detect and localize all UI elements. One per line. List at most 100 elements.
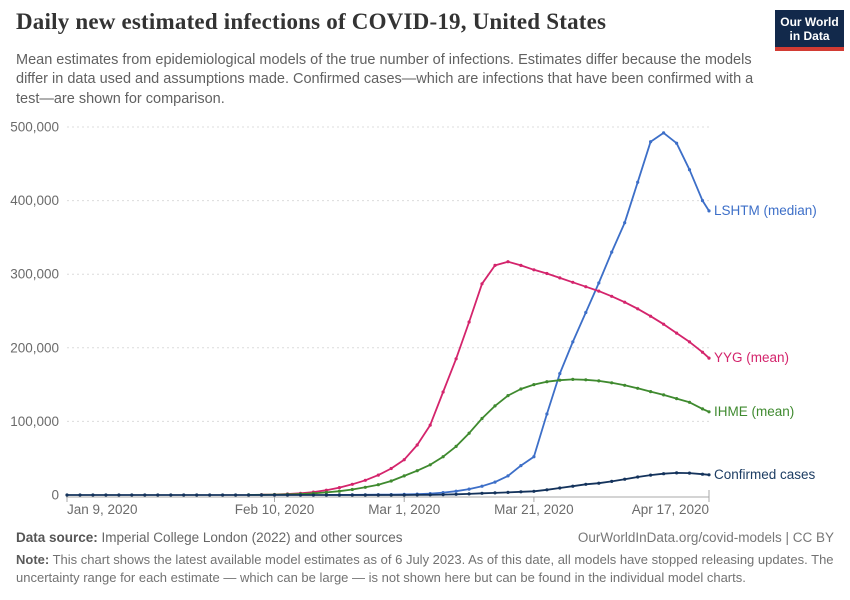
- data-point-ihme: [480, 416, 484, 421]
- data-point-confirmed: [221, 493, 225, 497]
- data-point-lshtm: [545, 412, 549, 416]
- data-point-yyg: [324, 488, 328, 492]
- series-label-ihme[interactable]: IHME (mean): [714, 404, 794, 419]
- data-point-lshtm: [506, 474, 510, 478]
- data-point-yyg: [707, 356, 711, 360]
- data-point-lshtm: [584, 310, 588, 315]
- data-point-confirmed: [610, 479, 614, 483]
- data-point-lshtm: [623, 221, 627, 225]
- data-point-confirmed: [532, 489, 536, 493]
- data-point-ihme: [636, 386, 640, 390]
- data-point-lshtm: [700, 199, 705, 203]
- data-point-lshtm: [571, 340, 575, 344]
- data-point-confirmed: [687, 471, 692, 475]
- data-point-yyg: [506, 260, 510, 264]
- data-point-ihme: [558, 378, 562, 382]
- data-point-confirmed: [247, 493, 251, 497]
- data-point-yyg: [610, 294, 614, 298]
- data-source-label: Data source:: [16, 530, 98, 545]
- data-point-ihme: [597, 379, 601, 383]
- data-point-yyg: [597, 289, 601, 293]
- series-label-lshtm[interactable]: LSHTM (median): [714, 203, 817, 218]
- data-point-confirmed: [506, 490, 510, 494]
- data-point-confirmed: [700, 472, 705, 476]
- series-label-yyg[interactable]: YYG (mean): [714, 350, 789, 365]
- data-point-confirmed: [662, 472, 666, 476]
- data-point-confirmed: [402, 493, 406, 497]
- data-point-confirmed: [78, 493, 82, 497]
- data-point-confirmed: [285, 493, 290, 497]
- data-point-confirmed: [545, 488, 549, 492]
- owid-logo[interactable]: Our World in Data: [775, 10, 844, 52]
- data-point-ihme: [402, 474, 406, 478]
- data-point-confirmed: [195, 493, 199, 497]
- data-point-ihme: [389, 479, 393, 483]
- x-axis-tick-label: Jan 9, 2020: [67, 502, 138, 517]
- data-point-yyg: [467, 320, 471, 324]
- y-axis-tick-label: 100,000: [10, 414, 59, 429]
- data-point-yyg: [700, 350, 705, 354]
- series-line-confirmed: [67, 472, 710, 496]
- series-line-yyg: [261, 260, 710, 496]
- data-point-yyg: [687, 340, 692, 344]
- data-point-ihme: [506, 394, 510, 398]
- data-point-confirmed: [337, 493, 341, 497]
- data-point-lshtm: [519, 464, 523, 468]
- series-line-lshtm: [326, 132, 710, 496]
- data-point-confirmed: [104, 493, 108, 497]
- data-point-confirmed: [182, 493, 186, 497]
- x-axis-tick-label: Mar 1, 2020: [368, 502, 440, 517]
- data-point-ihme: [428, 463, 432, 467]
- data-point-ihme: [623, 383, 627, 387]
- data-point-lshtm: [707, 209, 711, 213]
- data-point-lshtm: [493, 480, 497, 484]
- data-point-confirmed: [143, 493, 147, 497]
- x-axis-tick-label: Feb 10, 2020: [235, 502, 315, 517]
- data-point-ihme: [675, 397, 679, 401]
- data-point-ihme: [337, 489, 341, 493]
- data-point-yyg: [402, 458, 406, 462]
- data-point-confirmed: [156, 493, 160, 497]
- data-point-yyg: [480, 282, 484, 286]
- data-point-confirmed: [311, 493, 315, 497]
- y-axis-tick-label: 0: [51, 488, 59, 503]
- data-point-confirmed: [389, 493, 393, 497]
- y-axis-tick-label: 400,000: [10, 193, 59, 208]
- data-point-yyg: [584, 285, 588, 289]
- data-point-confirmed: [558, 486, 562, 490]
- data-point-confirmed: [467, 492, 471, 496]
- series-label-confirmed[interactable]: Confirmed cases: [714, 467, 816, 482]
- data-point-confirmed: [117, 493, 121, 497]
- data-point-confirmed: [363, 493, 367, 497]
- data-point-yyg: [623, 300, 627, 304]
- data-point-ihme: [519, 387, 523, 391]
- data-point-confirmed: [259, 493, 264, 497]
- data-point-ihme: [571, 377, 575, 381]
- data-point-ihme: [610, 381, 614, 385]
- data-point-yyg: [675, 331, 679, 335]
- data-point-confirmed: [91, 493, 95, 497]
- data-point-yyg: [376, 473, 380, 477]
- credit-link[interactable]: OurWorldInData.org/covid-models | CC BY: [577, 530, 834, 545]
- data-point-ihme: [687, 400, 692, 404]
- footer-source-row: Data source: Imperial College London (20…: [16, 530, 834, 545]
- chart-subtitle: Mean estimates from epidemiological mode…: [16, 52, 754, 107]
- data-point-confirmed: [584, 482, 588, 486]
- data-source-text: Imperial College London (2022) and other…: [101, 530, 403, 545]
- data-point-yyg: [493, 263, 497, 267]
- data-point-lshtm: [597, 281, 601, 285]
- data-point-confirmed: [441, 493, 445, 497]
- y-axis-tick-label: 500,000: [10, 120, 59, 135]
- data-point-confirmed: [480, 491, 484, 495]
- data-point-ihme: [363, 485, 367, 489]
- data-point-confirmed: [454, 492, 458, 496]
- data-point-ihme: [376, 483, 380, 487]
- y-axis-tick-label: 300,000: [10, 267, 59, 282]
- data-point-ihme: [545, 380, 549, 384]
- data-point-yyg: [519, 263, 523, 267]
- data-point-confirmed: [493, 491, 497, 495]
- data-point-confirmed: [636, 475, 640, 479]
- data-point-ihme: [350, 487, 354, 492]
